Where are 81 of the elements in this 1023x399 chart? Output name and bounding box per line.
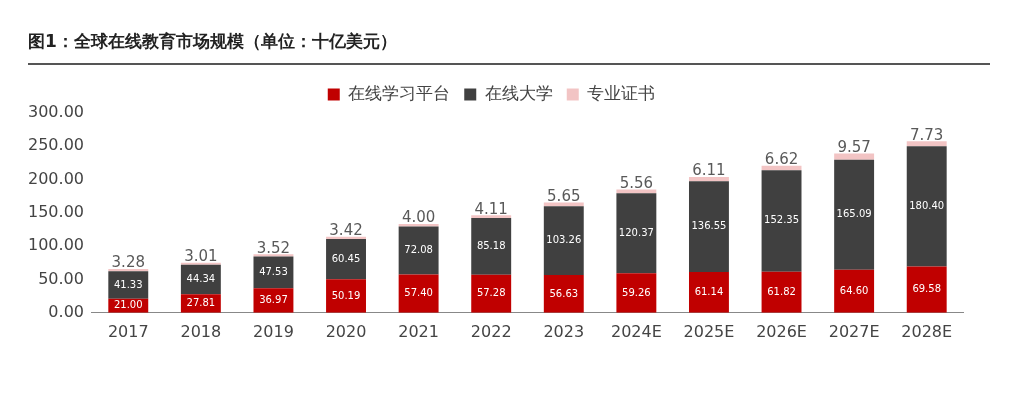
y-tick-label: 100.00 [28, 235, 84, 255]
data-label: 6.11 [692, 161, 726, 180]
data-label: 27.81 [186, 297, 216, 309]
x-tick-label: 2020 [325, 321, 367, 341]
y-tick-label: 0.00 [48, 301, 84, 321]
x-tick-label: 2026E [756, 321, 807, 341]
bar [906, 141, 947, 147]
data-label: 120.37 [618, 226, 654, 238]
data-label: 44.34 [186, 273, 216, 285]
bar [834, 153, 875, 160]
data-label: 69.58 [912, 283, 942, 295]
y-tick-label: 150.00 [28, 202, 84, 222]
data-label: 64.60 [839, 284, 869, 296]
x-tick-label: 2024E [610, 321, 662, 341]
bar [398, 226, 439, 275]
data-label: 61.82 [767, 285, 796, 297]
x-tick-label: 2019 [253, 321, 294, 341]
data-label: 165.09 [836, 208, 872, 220]
data-label: 9.57 [837, 137, 871, 156]
data-label: 5.56 [619, 173, 654, 192]
data-label: 6.62 [764, 150, 799, 169]
data-label: 5.65 [547, 186, 581, 205]
bar [471, 215, 512, 218]
bar [616, 273, 657, 313]
legend-label: 在线大学 [484, 82, 553, 103]
bar [108, 269, 149, 272]
bar [253, 254, 294, 257]
data-label: 3.42 [329, 221, 363, 240]
data-label: 56.63 [549, 287, 579, 299]
bar [688, 181, 729, 273]
x-tick-label: 2017 [107, 321, 149, 341]
y-tick-label: 200.00 [28, 168, 84, 188]
data-label: 41.33 [113, 278, 143, 290]
data-label: 50.19 [331, 289, 361, 301]
bar [688, 272, 729, 313]
data-label: 61.14 [694, 286, 724, 298]
bar [834, 159, 875, 270]
data-label: 21.00 [113, 299, 143, 311]
y-tick-label: 250.00 [28, 135, 84, 155]
data-label: 3.01 [184, 247, 218, 266]
x-tick-label: 2027E [828, 321, 880, 341]
legend-label: 专业证书 [587, 82, 656, 103]
data-label: 3.52 [256, 238, 291, 257]
data-label: 103.26 [546, 234, 582, 246]
data-label: 3.28 [111, 253, 145, 272]
data-label: 72.08 [404, 244, 433, 256]
x-tick-label: 2023 [543, 321, 585, 341]
data-label: 4.11 [474, 199, 508, 218]
y-tick-label: 300.00 [28, 102, 84, 122]
data-label: 7.73 [910, 125, 944, 144]
bar [326, 239, 366, 280]
data-label: 47.53 [259, 265, 288, 277]
legend-label: 在线学习平台 [348, 82, 451, 103]
data-label: 59.26 [622, 286, 651, 298]
x-tick-label: 2021 [398, 321, 439, 341]
x-tick-label: 2018 [180, 321, 222, 341]
data-label: 136.55 [691, 220, 727, 232]
data-label: 36.97 [259, 294, 288, 306]
bar [398, 223, 439, 227]
x-tick-label: 2025E [683, 321, 735, 341]
data-label: 57.40 [404, 287, 433, 299]
bar [108, 271, 149, 299]
data-label: 152.35 [764, 214, 800, 226]
bar [906, 266, 947, 313]
bar [906, 146, 947, 267]
bar [543, 206, 584, 276]
data-label: 85.18 [476, 239, 506, 251]
bar [471, 217, 512, 275]
y-tick-label: 50.00 [38, 268, 84, 288]
x-tick-label: 2028E [901, 321, 953, 341]
bar [688, 177, 729, 182]
bar [616, 189, 657, 194]
bar [761, 170, 802, 272]
data-label: 60.45 [331, 252, 361, 264]
data-label: 57.28 [476, 287, 506, 299]
bar [616, 193, 657, 274]
data-label: 180.40 [909, 199, 945, 211]
bar [180, 262, 221, 265]
x-tick-label: 2022 [470, 321, 512, 341]
data-label: 4.00 [401, 208, 436, 227]
chart-title: 图1：全球在线教育市场规模（单位：十亿美元） [28, 30, 990, 65]
